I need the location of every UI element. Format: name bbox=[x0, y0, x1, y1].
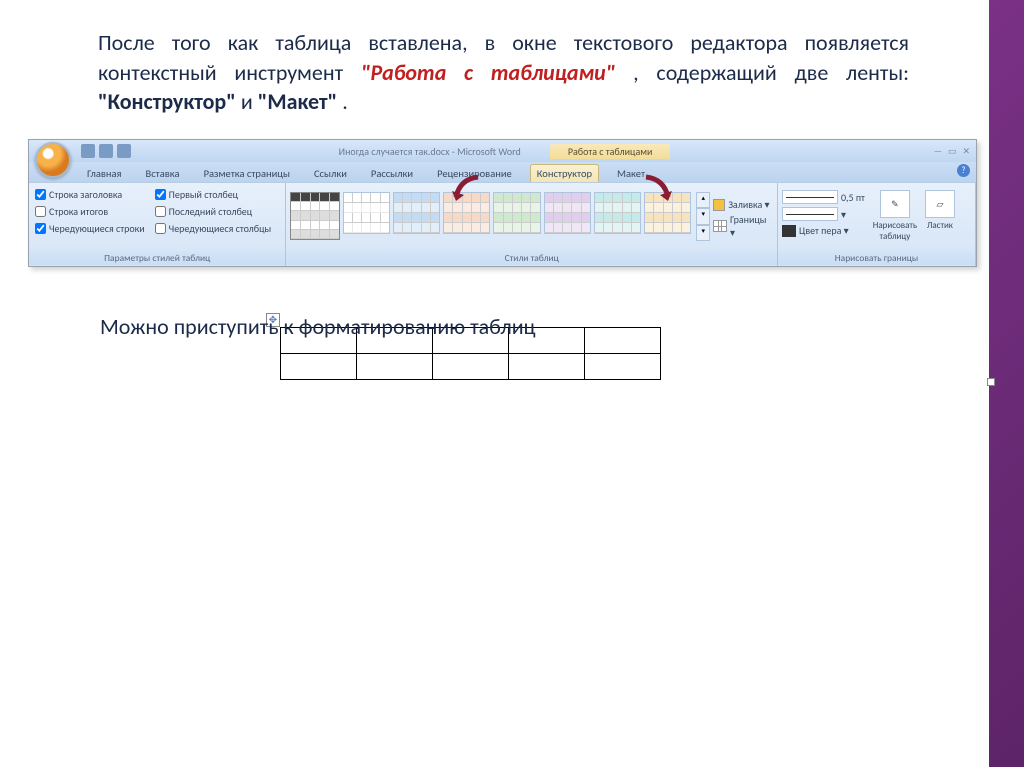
tab-mailings[interactable]: Рассылки bbox=[365, 165, 419, 182]
style-thumb-3[interactable] bbox=[443, 192, 490, 234]
maximize-icon[interactable]: ▭ bbox=[948, 146, 957, 157]
shading-icon bbox=[713, 199, 725, 211]
office-button[interactable] bbox=[35, 142, 71, 178]
gallery-more-icon[interactable]: ▾ bbox=[696, 225, 710, 241]
group-table-style-options: Строка заголовка Строка итогов Чередующи… bbox=[29, 183, 286, 266]
style-thumb-1[interactable] bbox=[343, 192, 390, 234]
group-draw-borders: 0,5 пт ▾ Цвет пера ▾ ✎ Нарисовать таблиц… bbox=[778, 183, 976, 266]
qat-save-icon[interactable] bbox=[81, 144, 95, 158]
borders-icon bbox=[713, 220, 727, 232]
chk-banded-cols[interactable]: Чередующиеся столбцы bbox=[155, 222, 272, 235]
chk-header-row[interactable]: Строка заголовка bbox=[35, 188, 145, 201]
chk-last-col[interactable]: Последний столбец bbox=[155, 205, 272, 218]
tab-references[interactable]: Ссылки bbox=[308, 165, 353, 182]
chk-first-col[interactable]: Первый столбец bbox=[155, 188, 272, 201]
borders-button[interactable]: Границы ▾ bbox=[713, 213, 773, 239]
document-title: Иногда случается так.docx - Microsoft Wo… bbox=[339, 145, 521, 158]
pen-color-icon bbox=[782, 225, 796, 237]
para-blue-2: "Макет" bbox=[258, 88, 338, 115]
window-buttons[interactable]: — ▭ ✕ bbox=[934, 146, 970, 157]
line-style-selector[interactable]: ▾ bbox=[782, 207, 865, 221]
group-label-styles: Стили таблиц bbox=[286, 251, 776, 265]
style-thumb-0[interactable] bbox=[290, 192, 339, 240]
eraser-icon: ▱ bbox=[925, 190, 955, 218]
style-thumb-7[interactable] bbox=[644, 192, 691, 234]
para-text-3: и bbox=[241, 88, 258, 115]
close-icon[interactable]: ✕ bbox=[962, 146, 970, 157]
context-tab-title: Работа с таблицами bbox=[550, 144, 671, 159]
group-label-options: Параметры стилей таблиц bbox=[29, 251, 285, 265]
tab-layout[interactable]: Разметка страницы bbox=[198, 165, 296, 182]
style-thumb-4[interactable] bbox=[493, 192, 540, 234]
pencil-icon: ✎ bbox=[880, 190, 910, 218]
table-resize-handle-icon[interactable] bbox=[987, 378, 995, 386]
word-ribbon-screenshot: Иногда случается так.docx - Microsoft Wo… bbox=[28, 139, 977, 267]
para-text-2: , содержащий две ленты: bbox=[633, 59, 909, 86]
ribbon-body: Строка заголовка Строка итогов Чередующи… bbox=[29, 182, 976, 266]
group-label-draw: Нарисовать границы bbox=[778, 251, 975, 265]
gallery-down-icon[interactable]: ▾ bbox=[696, 208, 710, 224]
bottom-caption: Можно приступить к форматированию таблиц bbox=[100, 313, 536, 340]
tab-review[interactable]: Рецензирование bbox=[431, 165, 518, 182]
tab-home[interactable]: Главная bbox=[81, 165, 128, 182]
draw-table-button[interactable]: ✎ Нарисовать таблицу bbox=[871, 190, 919, 242]
tab-tablelayout[interactable]: Макет bbox=[611, 165, 651, 182]
quick-access-toolbar[interactable] bbox=[81, 144, 131, 158]
chk-banded-rows[interactable]: Чередующиеся строки bbox=[35, 222, 145, 235]
para-blue-1: "Конструктор" bbox=[98, 88, 236, 115]
gallery-scroll[interactable]: ▴ ▾ ▾ bbox=[696, 192, 710, 241]
ribbon-tabs: Главная Вставка Разметка страницы Ссылки… bbox=[29, 162, 976, 182]
para-red-1: "Работа с таблицами" bbox=[361, 59, 616, 86]
line-weight-selector[interactable]: 0,5 пт bbox=[782, 190, 865, 204]
eraser-button[interactable]: ▱ Ластик bbox=[925, 190, 955, 231]
style-thumb-5[interactable] bbox=[544, 192, 591, 234]
style-thumb-6[interactable] bbox=[594, 192, 641, 234]
pen-color-button[interactable]: Цвет пера ▾ bbox=[782, 224, 865, 237]
help-icon[interactable]: ? bbox=[957, 164, 970, 177]
group-table-styles: ▴ ▾ ▾ Заливка ▾ Границы ▾ Стили таблиц bbox=[286, 183, 777, 266]
tab-design[interactable]: Конструктор bbox=[530, 164, 599, 182]
table-styles-gallery[interactable]: ▴ ▾ ▾ Заливка ▾ Границы ▾ bbox=[290, 186, 772, 241]
shading-button[interactable]: Заливка ▾ bbox=[713, 198, 773, 211]
intro-paragraph: После того как таблица вставлена, в окне… bbox=[98, 28, 909, 117]
minimize-icon[interactable]: — bbox=[934, 146, 942, 157]
style-thumb-2[interactable] bbox=[393, 192, 440, 234]
shading-borders-panel: Заливка ▾ Границы ▾ bbox=[713, 192, 773, 241]
chk-total-row[interactable]: Строка итогов bbox=[35, 205, 145, 218]
tab-insert[interactable]: Вставка bbox=[140, 165, 186, 182]
title-bar: Иногда случается так.docx - Microsoft Wo… bbox=[29, 140, 976, 162]
qat-undo-icon[interactable] bbox=[99, 144, 113, 158]
para-text-4: . bbox=[342, 88, 348, 115]
gallery-up-icon[interactable]: ▴ bbox=[696, 192, 710, 208]
qat-redo-icon[interactable] bbox=[117, 144, 131, 158]
